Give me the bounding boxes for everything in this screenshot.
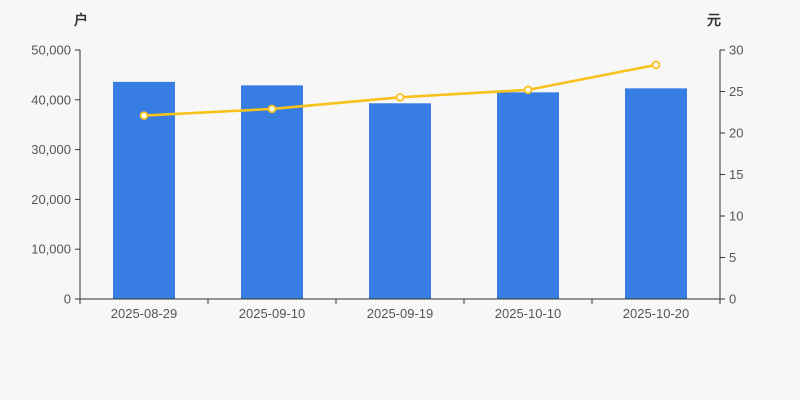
right-axis-tick-label: 30 — [729, 43, 743, 58]
right-axis-tick-label: 25 — [729, 84, 743, 99]
line-series-marker — [139, 111, 149, 120]
right-axis-tick-label: 0 — [729, 292, 736, 307]
left-axis-tick-label: 30,000 — [31, 142, 71, 157]
left-axis-tick-label: 40,000 — [31, 92, 71, 107]
left-axis-tick-label: 20,000 — [31, 192, 71, 207]
right-axis-title: 元 — [707, 12, 721, 28]
line-series-marker — [523, 85, 533, 95]
bar — [497, 92, 559, 299]
bar — [241, 85, 303, 299]
bar — [369, 103, 431, 299]
right-axis-tick-label: 5 — [729, 250, 736, 265]
left-axis-tick-label: 50,000 — [31, 43, 71, 58]
line-series-marker — [651, 60, 661, 70]
bar — [625, 88, 687, 299]
left-axis-title: 户 — [74, 12, 88, 28]
line-series-marker — [395, 93, 405, 102]
right-axis-tick-label: 20 — [729, 126, 743, 141]
right-axis-tick-label: 10 — [729, 209, 743, 224]
left-axis-tick-label: 10,000 — [31, 242, 71, 257]
right-axis-tick-label: 15 — [729, 167, 743, 182]
x-axis-category-label: 2025-10-10 — [495, 306, 562, 321]
x-axis-category-label: 2025-10-20 — [623, 306, 690, 321]
x-axis-category-label: 2025-09-19 — [367, 306, 434, 321]
left-axis-tick-label: 0 — [64, 292, 71, 307]
line-series-marker — [267, 104, 277, 114]
x-axis-category-label: 2025-08-29 — [111, 306, 178, 321]
x-axis-category-label: 2025-09-10 — [239, 306, 306, 321]
